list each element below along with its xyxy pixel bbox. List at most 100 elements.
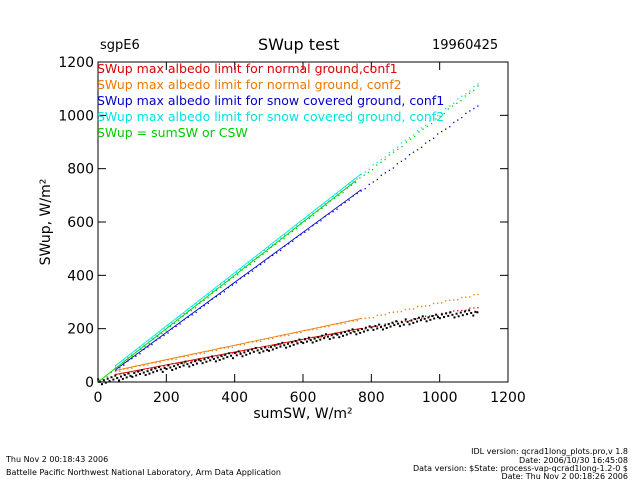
series-point — [231, 352, 234, 354]
data-point — [281, 341, 284, 344]
series-point — [223, 347, 226, 349]
series-point — [336, 323, 338, 325]
data-point — [237, 350, 240, 353]
series-point — [460, 99, 462, 102]
x-tick-label: 200 — [153, 390, 180, 406]
series-point — [465, 296, 467, 298]
series-point — [280, 249, 282, 252]
data-point — [250, 348, 253, 351]
series-point — [135, 355, 137, 357]
series-point — [304, 231, 306, 233]
data-point — [317, 336, 320, 339]
data-point — [366, 329, 369, 332]
series-point — [424, 124, 427, 126]
data-point — [102, 379, 105, 382]
series-point — [123, 364, 125, 366]
series-point — [253, 261, 256, 263]
series-point — [228, 279, 230, 281]
series-point — [279, 240, 281, 243]
series-point — [127, 356, 129, 359]
data-point — [330, 334, 333, 337]
series-point — [368, 168, 370, 170]
series-point — [312, 212, 314, 214]
data-point — [395, 320, 398, 323]
series-point — [139, 370, 141, 372]
series-point — [420, 317, 423, 319]
data-point — [163, 366, 166, 369]
series-point — [243, 275, 246, 277]
x-tick-label: 600 — [290, 390, 317, 406]
series-point — [272, 337, 274, 340]
series-point — [183, 312, 185, 315]
series-point — [416, 129, 419, 132]
series-point — [171, 322, 173, 324]
series-point — [344, 322, 346, 325]
series-point — [199, 300, 201, 302]
series-4 — [97, 85, 479, 384]
data-point — [137, 370, 140, 373]
data-point — [298, 338, 301, 341]
series-point — [284, 335, 286, 337]
data-point — [302, 342, 305, 345]
data-point — [148, 372, 151, 375]
series-point — [308, 215, 310, 217]
series-point — [163, 334, 165, 337]
series-point — [477, 83, 479, 85]
series-point — [239, 344, 242, 346]
series-point — [223, 281, 226, 283]
data-point — [400, 321, 403, 324]
data-point — [108, 380, 111, 383]
series-point — [187, 316, 189, 318]
data-point — [220, 355, 223, 358]
series-point — [249, 263, 251, 266]
series-point — [296, 332, 298, 334]
series-point — [449, 126, 451, 128]
series-point — [392, 311, 395, 313]
data-point — [474, 310, 477, 313]
series-point — [263, 249, 266, 251]
series-point — [237, 273, 239, 276]
series-point — [247, 272, 250, 275]
series-point — [304, 220, 306, 222]
y-tick-label: 800 — [67, 162, 94, 178]
data-point — [380, 326, 383, 329]
series-point — [384, 323, 386, 325]
series-point — [418, 131, 420, 133]
series-point — [396, 311, 399, 313]
data-point — [212, 357, 215, 360]
series-point — [296, 224, 298, 227]
series-point — [156, 335, 159, 338]
data-point — [127, 372, 130, 375]
series-point — [232, 276, 235, 279]
series-point — [368, 317, 370, 319]
series-point — [155, 362, 157, 364]
series-point — [437, 314, 439, 317]
series-point — [404, 320, 407, 322]
series-point — [255, 266, 258, 268]
series-point — [227, 278, 230, 280]
series-point — [420, 305, 423, 307]
series-point — [380, 161, 382, 163]
site-label: sgpE6 — [100, 38, 140, 53]
data-point — [336, 333, 339, 336]
series-point — [432, 137, 435, 139]
series-point — [165, 330, 167, 332]
data-point — [315, 340, 318, 343]
series-point — [344, 201, 346, 204]
series-point — [106, 376, 108, 378]
series-point — [340, 190, 342, 192]
series-point — [195, 303, 197, 305]
series-point — [280, 335, 282, 337]
series-point — [235, 352, 238, 354]
series-point — [276, 252, 278, 254]
series-point — [388, 154, 391, 156]
data-point — [110, 376, 113, 379]
series-point — [401, 145, 403, 148]
series-point — [191, 360, 193, 362]
series-point — [251, 341, 254, 343]
series-point — [147, 368, 149, 370]
series-point — [255, 341, 258, 343]
data-point — [264, 346, 267, 349]
series-point — [255, 256, 258, 258]
series-point — [287, 233, 289, 235]
